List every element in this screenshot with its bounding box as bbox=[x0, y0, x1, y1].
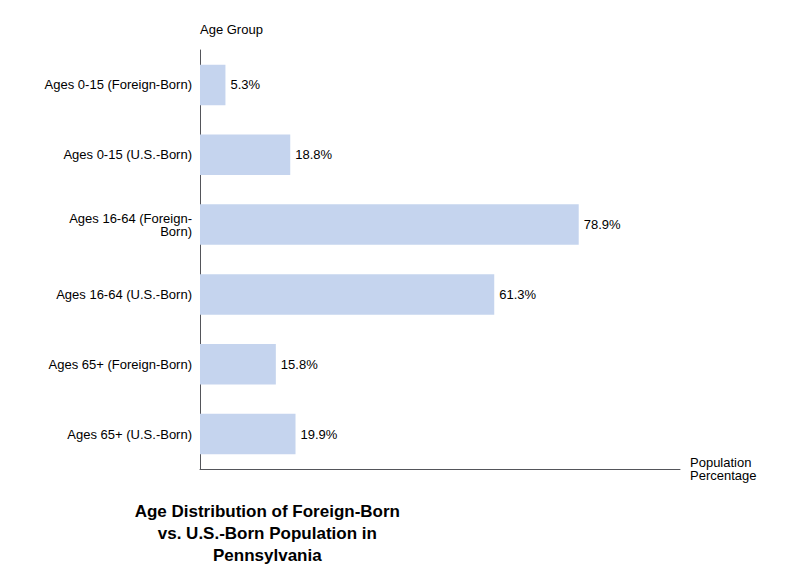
svg-text:61.3%: 61.3% bbox=[499, 287, 536, 302]
svg-text:18.8%: 18.8% bbox=[295, 147, 332, 162]
svg-text:19.9%: 19.9% bbox=[301, 427, 338, 442]
svg-text:Age Distribution of Foreign-Bo: Age Distribution of Foreign-Born bbox=[135, 502, 400, 521]
svg-text:Ages 65+ (Foreign-Born): Ages 65+ (Foreign-Born) bbox=[49, 357, 192, 372]
svg-text:Ages 65+ (U.S.-Born): Ages 65+ (U.S.-Born) bbox=[67, 427, 192, 442]
svg-text:15.8%: 15.8% bbox=[281, 357, 318, 372]
svg-text:Born): Born) bbox=[160, 224, 192, 239]
svg-text:5.3%: 5.3% bbox=[230, 77, 260, 92]
svg-text:Percentage: Percentage bbox=[690, 468, 757, 483]
svg-text:Ages 0-15 (Foreign-Born): Ages 0-15 (Foreign-Born) bbox=[45, 77, 192, 92]
svg-text:78.9%: 78.9% bbox=[584, 217, 621, 232]
svg-text:vs. U.S.-Born Population in: vs. U.S.-Born Population in bbox=[158, 524, 377, 543]
svg-text:Ages 16-64 (Foreign-: Ages 16-64 (Foreign- bbox=[69, 210, 192, 226]
svg-text:Pennsylvania: Pennsylvania bbox=[213, 546, 322, 565]
svg-text:Population: Population bbox=[690, 455, 752, 470]
svg-text:Ages 16-64 (U.S.-Born): Ages 16-64 (U.S.-Born) bbox=[56, 287, 192, 302]
svg-text:Age Group: Age Group bbox=[200, 22, 263, 37]
svg-text:Ages 0-15 (U.S.-Born): Ages 0-15 (U.S.-Born) bbox=[63, 147, 192, 162]
